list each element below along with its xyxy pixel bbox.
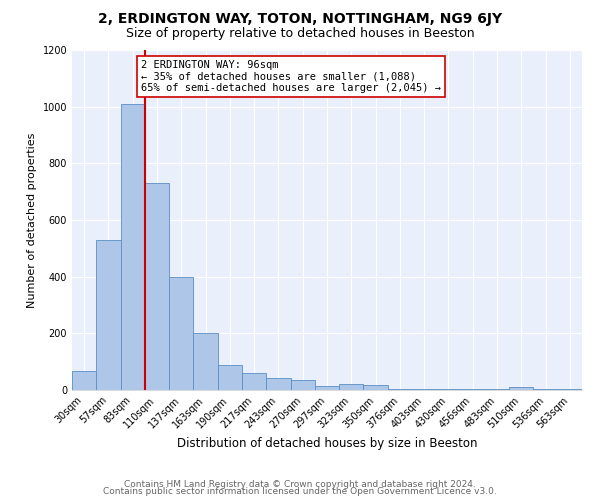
- Bar: [364, 385, 388, 390]
- Bar: [509, 387, 533, 390]
- Bar: [218, 364, 242, 390]
- Bar: [290, 380, 315, 390]
- Text: Contains HM Land Registry data © Crown copyright and database right 2024.: Contains HM Land Registry data © Crown c…: [124, 480, 476, 489]
- Bar: [388, 388, 412, 390]
- Text: 2 ERDINGTON WAY: 96sqm
← 35% of detached houses are smaller (1,088)
65% of semi-: 2 ERDINGTON WAY: 96sqm ← 35% of detached…: [141, 60, 441, 93]
- Bar: [315, 386, 339, 390]
- Text: 2, ERDINGTON WAY, TOTON, NOTTINGHAM, NG9 6JY: 2, ERDINGTON WAY, TOTON, NOTTINGHAM, NG9…: [98, 12, 502, 26]
- Bar: [266, 378, 290, 390]
- Bar: [96, 240, 121, 390]
- X-axis label: Distribution of detached houses by size in Beeston: Distribution of detached houses by size …: [177, 436, 477, 450]
- Bar: [169, 276, 193, 390]
- Bar: [145, 183, 169, 390]
- Text: Contains public sector information licensed under the Open Government Licence v3: Contains public sector information licen…: [103, 487, 497, 496]
- Bar: [193, 334, 218, 390]
- Bar: [72, 370, 96, 390]
- Text: Size of property relative to detached houses in Beeston: Size of property relative to detached ho…: [125, 28, 475, 40]
- Bar: [339, 384, 364, 390]
- Y-axis label: Number of detached properties: Number of detached properties: [27, 132, 37, 308]
- Bar: [242, 373, 266, 390]
- Bar: [121, 104, 145, 390]
